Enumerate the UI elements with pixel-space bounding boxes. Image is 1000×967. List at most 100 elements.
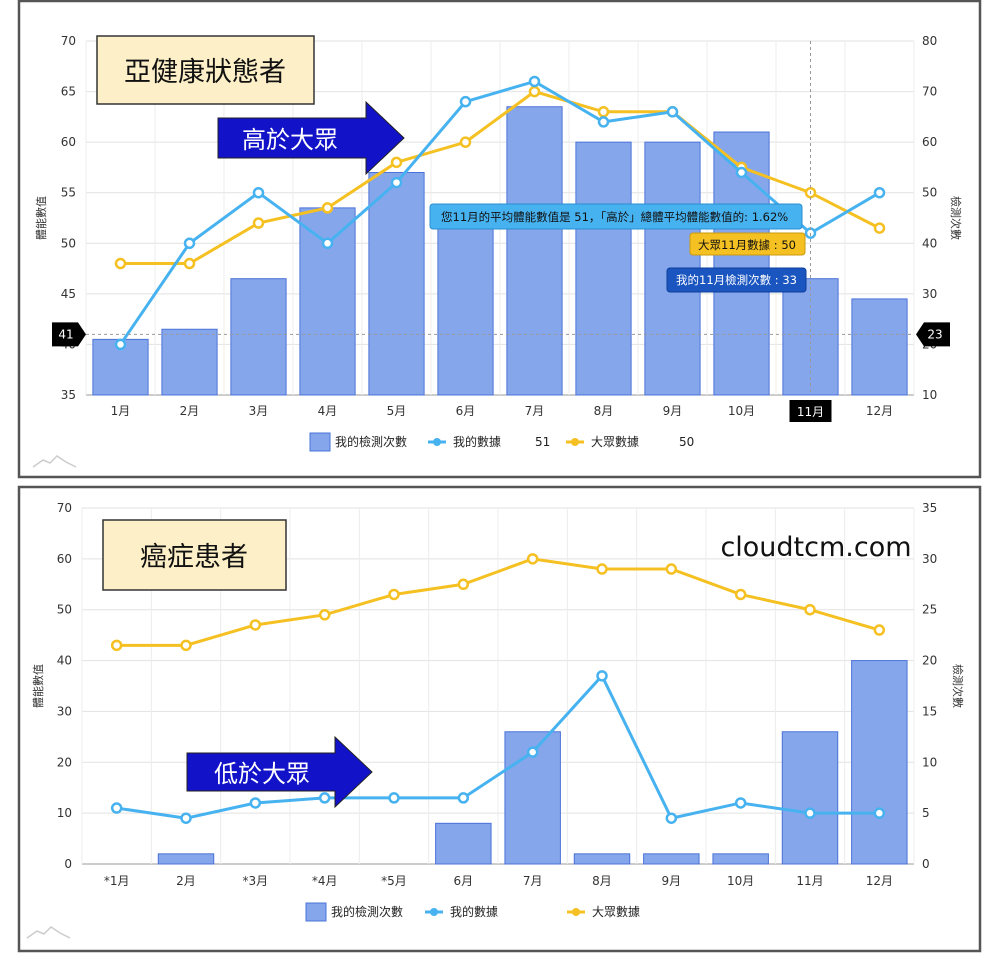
- y-left-tick-label: 45: [61, 287, 76, 301]
- y-left-tick-label: 35: [61, 388, 76, 402]
- logo-mark-bottom: [26, 926, 71, 939]
- top-title-box: 亞健康狀態者: [96, 35, 315, 105]
- point-我的數據: [459, 95, 472, 108]
- point-大眾數據: [457, 578, 470, 591]
- bar-9月: [643, 853, 700, 865]
- point-大眾數據: [873, 222, 886, 234]
- tooltip-count-text: 我的11月檢測次數 : 33: [676, 273, 797, 287]
- series-line-大眾數據: [120, 89, 881, 266]
- y-left-tick-label: 60: [57, 552, 72, 566]
- legend-swatch-dot: [571, 438, 579, 446]
- point-我的數據: [252, 186, 265, 199]
- y-right-tick-label: 30: [922, 287, 937, 301]
- point-我的數據: [734, 797, 747, 809]
- legend-label: 我的檢測次數: [335, 434, 407, 449]
- legend-label: 我的數據: [453, 434, 501, 449]
- x-tick-label: 8月: [592, 874, 612, 888]
- x-tick-label: 10月: [728, 404, 755, 418]
- y-left-tick-label: 65: [61, 85, 76, 99]
- point-大眾數據: [114, 257, 127, 270]
- tooltip-main-box: [429, 203, 803, 230]
- x-tick-label: 11月: [797, 405, 824, 419]
- bottom-arrow-label: 低於大眾: [214, 760, 310, 788]
- legend-swatch-bar: [309, 432, 331, 452]
- bar-6月: [437, 217, 494, 396]
- point-我的數據: [249, 797, 262, 809]
- x-tick-label: 9月: [662, 874, 682, 888]
- point-我的數據: [735, 166, 748, 179]
- x-tick-label: 12月: [866, 874, 893, 888]
- x-tick-label: 6月: [456, 404, 476, 418]
- y-left-tick-label: 70: [57, 501, 72, 515]
- bar-12月: [851, 298, 908, 396]
- y-right-axis-label: 檢測次數: [951, 664, 965, 708]
- point-我的數據: [804, 807, 816, 819]
- point-大眾數據: [183, 257, 196, 270]
- bar-11月: [781, 731, 839, 865]
- top-arrow: 高於大眾: [217, 100, 405, 176]
- watermark-text: cloudtcm.com: [720, 532, 911, 563]
- y-left-tick-label: 70: [61, 34, 76, 48]
- y-left-tick-label: 40: [57, 654, 72, 668]
- logo-mark-top: [32, 455, 77, 468]
- legend-label: 我的檢測次數: [331, 904, 403, 919]
- point-我的數據: [114, 338, 127, 351]
- point-我的數據: [528, 75, 541, 88]
- tooltip-crowd-text: 大眾11月數據 : 50: [698, 238, 796, 252]
- bottom-box-label: 癌症患者: [140, 542, 248, 573]
- y-left-tick-label: 60: [61, 135, 76, 149]
- y-right-tick-label: 80: [922, 34, 937, 48]
- bar-10月: [712, 853, 769, 865]
- point-我的數據: [597, 116, 610, 128]
- crosshair-right-value: 23: [927, 327, 942, 341]
- y-right-tick-label: 60: [922, 135, 937, 149]
- y-left-axis-label: 體能數值: [31, 664, 45, 708]
- series-line-大眾數據: [116, 557, 880, 647]
- point-我的數據: [321, 237, 334, 250]
- y-right-tick-label: 5: [922, 806, 930, 820]
- x-tick-label: *3月: [243, 874, 269, 888]
- y-right-axis-label: 檢測次數: [949, 196, 963, 240]
- bar-6月: [435, 822, 492, 865]
- y-right-tick-label: 10: [922, 388, 937, 402]
- y-right-tick-label: 35: [922, 501, 937, 515]
- x-tick-label: 10月: [727, 874, 754, 888]
- point-我的數據: [873, 186, 886, 199]
- point-我的數據: [665, 812, 678, 824]
- x-tick-label: 6月: [454, 874, 474, 888]
- y-left-tick-label: 0: [64, 857, 72, 871]
- bar-2月: [161, 328, 218, 396]
- point-大眾數據: [526, 553, 539, 565]
- x-tick-label: *4月: [312, 874, 338, 888]
- point-大眾數據: [873, 624, 886, 636]
- series-line-我的數據: [116, 673, 880, 820]
- y-right-tick-label: 70: [922, 85, 937, 99]
- point-大眾數據: [734, 588, 747, 601]
- point-大眾數據: [180, 639, 192, 652]
- point-大眾數據: [321, 202, 334, 214]
- legend-swatch-dot: [433, 438, 441, 446]
- bar-3月: [230, 278, 287, 396]
- point-大眾數據: [110, 639, 123, 652]
- legend-label: 大眾數據: [591, 435, 639, 449]
- point-大眾數據: [318, 609, 331, 621]
- series-line-我的數據: [119, 79, 881, 346]
- x-tick-label: 12月: [866, 404, 893, 418]
- point-大眾數據: [804, 603, 816, 616]
- bar-7月: [506, 106, 563, 396]
- x-tick-label: 8月: [594, 404, 614, 418]
- y-left-tick-label: 55: [61, 186, 76, 200]
- legend-swatch-bar: [305, 902, 327, 922]
- x-tick-label: 2月: [180, 404, 200, 418]
- point-大眾數據: [528, 85, 541, 98]
- y-right-tick-label: 15: [922, 704, 937, 718]
- bar-8月: [573, 853, 631, 865]
- tooltip-crowd-box: [689, 232, 806, 256]
- point-我的數據: [388, 792, 400, 804]
- point-我的數據: [318, 792, 331, 804]
- point-我的數據: [666, 106, 679, 118]
- point-我的數據: [180, 812, 192, 824]
- x-tick-label: 3月: [249, 404, 269, 418]
- y-right-tick-label: 40: [922, 236, 937, 250]
- point-我的數據: [110, 802, 123, 814]
